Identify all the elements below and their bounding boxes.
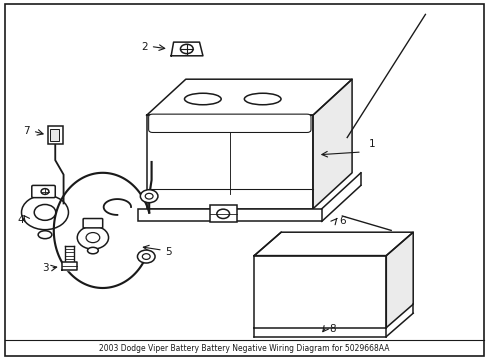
Circle shape — [77, 226, 108, 249]
FancyBboxPatch shape — [148, 114, 310, 132]
Polygon shape — [386, 232, 412, 328]
Bar — [146, 115, 312, 209]
Text: 6: 6 — [338, 216, 345, 226]
Circle shape — [216, 209, 229, 219]
Circle shape — [142, 254, 150, 260]
Polygon shape — [61, 262, 77, 270]
Text: 4: 4 — [18, 215, 24, 225]
Text: 2003 Dodge Viper Battery Battery Negative Wiring Diagram for 5029668AA: 2003 Dodge Viper Battery Battery Negativ… — [99, 344, 389, 353]
Text: 2: 2 — [141, 42, 147, 52]
Ellipse shape — [244, 93, 281, 105]
FancyBboxPatch shape — [83, 219, 102, 228]
Circle shape — [180, 44, 193, 54]
Polygon shape — [254, 232, 412, 256]
Circle shape — [140, 190, 158, 203]
Polygon shape — [312, 79, 351, 209]
Bar — [209, 205, 236, 222]
Text: 1: 1 — [367, 139, 374, 149]
Circle shape — [86, 233, 100, 243]
FancyBboxPatch shape — [32, 185, 55, 198]
Text: 8: 8 — [328, 324, 335, 334]
Polygon shape — [171, 42, 203, 56]
Text: 3: 3 — [42, 263, 49, 273]
Bar — [50, 129, 59, 141]
Circle shape — [145, 193, 153, 199]
Circle shape — [137, 250, 155, 263]
Circle shape — [34, 204, 56, 220]
Text: 7: 7 — [23, 126, 30, 136]
Text: 5: 5 — [165, 247, 172, 257]
Circle shape — [41, 189, 49, 194]
Circle shape — [21, 195, 68, 230]
Bar — [48, 126, 62, 144]
Ellipse shape — [184, 93, 221, 105]
FancyBboxPatch shape — [138, 209, 321, 221]
Polygon shape — [146, 79, 351, 115]
Ellipse shape — [87, 247, 98, 254]
Ellipse shape — [38, 231, 52, 239]
